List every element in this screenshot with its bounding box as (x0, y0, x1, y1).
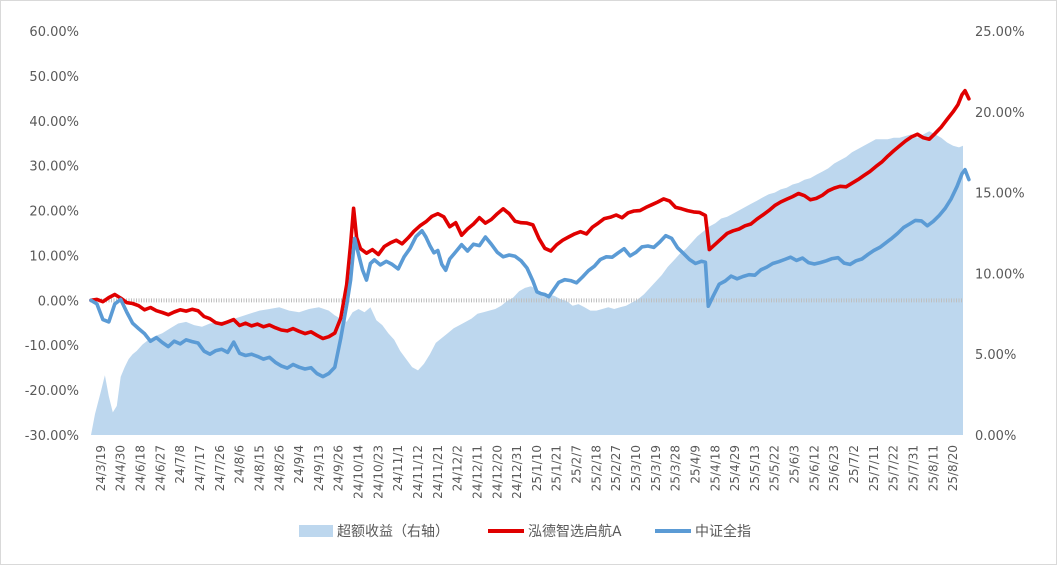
right-tick-label: 0.00% (975, 429, 1016, 444)
area-layer (91, 131, 963, 435)
x-tick-label: 24/10/23 (371, 445, 385, 499)
x-tick-label: 25/5/13 (748, 445, 762, 491)
x-tick-label: 24/12/31 (510, 445, 524, 499)
series-2-line (89, 88, 971, 341)
x-tick-label: 25/6/12 (807, 445, 821, 491)
right-tick-label: 20.00% (975, 106, 1025, 121)
legend-label: 超额收益（右轴） (337, 524, 449, 540)
x-tick-label: 25/3/10 (629, 445, 643, 491)
line-layer (89, 88, 971, 379)
series-3-line (89, 167, 971, 379)
x-tick-label: 25/3/28 (669, 445, 683, 491)
x-tick-label: 25/3/19 (649, 445, 663, 491)
x-tick-label: 25/6/23 (827, 445, 841, 491)
x-tick-label: 24/12/2 (451, 445, 465, 491)
x-tick-label: 25/8/11 (926, 445, 940, 491)
x-tick-label: 24/6/27 (153, 445, 167, 491)
x-tick-label: 24/12/20 (490, 445, 504, 499)
x-tick-label: 24/9/26 (332, 445, 346, 491)
left-tick-label: -20.00% (25, 384, 79, 399)
left-tick-label: 0.00% (38, 294, 79, 309)
x-tick-label: 25/7/31 (907, 445, 921, 491)
left-axis: 60.00% 50.00% 40.00% 30.00% 20.00% 10.00% 0.00… (25, 25, 79, 444)
left-tick-label: 60.00% (29, 25, 79, 40)
x-tick-label: 24/11/21 (431, 445, 445, 499)
x-tick-label: 25/4/18 (708, 445, 722, 491)
legend-swatch-area (299, 525, 333, 537)
x-tick-label: 24/6/18 (134, 445, 148, 491)
x-tick-label: 25/4/29 (728, 445, 742, 491)
x-tick-label: 25/2/7 (570, 445, 584, 484)
left-tick-label: 40.00% (29, 115, 79, 130)
x-tick-label: 24/8/15 (253, 445, 267, 491)
x-tick-label: 24/11/1 (391, 445, 405, 491)
x-tick-label: 24/11/12 (411, 445, 425, 499)
x-tick-label: 25/2/27 (609, 445, 623, 491)
legend-label: 中证全指 (695, 523, 751, 540)
left-tick-label: 20.00% (29, 205, 79, 220)
x-tick-label: 25/7/2 (847, 445, 861, 484)
x-axis: 24/3/19 24/4/30 24/6/18 24/6/27 24/7/8 24/7/1… (94, 445, 960, 499)
x-tick-label: 25/8/20 (946, 445, 960, 491)
right-tick-label: 5.00% (975, 348, 1016, 363)
x-tick-label: 25/5/22 (768, 445, 782, 491)
x-tick-label: 24/12/11 (471, 445, 485, 499)
left-tick-label: -30.00% (25, 429, 79, 444)
right-tick-label: 15.00% (975, 187, 1025, 202)
left-tick-label: -10.00% (25, 339, 79, 354)
x-tick-label: 24/7/26 (213, 445, 227, 491)
series-1-area (91, 131, 963, 435)
x-tick-label: 25/7/22 (887, 445, 901, 491)
x-tick-label: 24/3/19 (94, 445, 108, 491)
x-tick-label: 25/2/18 (589, 445, 603, 491)
x-tick-label: 25/1/21 (550, 445, 564, 491)
right-tick-label: 10.00% (975, 267, 1025, 282)
legend: 超额收益（右轴） 泓德智选启航A 中证全指 (299, 523, 751, 540)
x-tick-label: 25/4/9 (689, 445, 703, 484)
x-tick-label: 24/7/17 (193, 445, 207, 491)
x-tick-label: 24/9/4 (292, 445, 306, 484)
right-axis: 25.00% 20.00% 15.00% 10.00% 5.00% 0.00% (975, 25, 1025, 444)
x-tick-label: 24/10/14 (352, 445, 366, 499)
x-tick-label: 25/1/10 (530, 445, 544, 491)
x-tick-label: 24/9/13 (312, 445, 326, 491)
left-tick-label: 10.00% (29, 249, 79, 264)
x-tick-label: 25/6/3 (788, 445, 802, 484)
right-tick-label: 25.00% (975, 25, 1025, 40)
left-tick-label: 30.00% (29, 160, 79, 175)
x-tick-label: 25/7/11 (867, 445, 881, 491)
x-tick-label: 24/8/6 (233, 445, 247, 484)
x-tick-label: 24/8/26 (272, 445, 286, 491)
x-tick-label: 24/4/30 (114, 445, 128, 491)
x-tick-label: 24/7/8 (173, 445, 187, 484)
legend-label: 泓德智选启航A (528, 524, 622, 540)
left-tick-label: 50.00% (29, 70, 79, 85)
